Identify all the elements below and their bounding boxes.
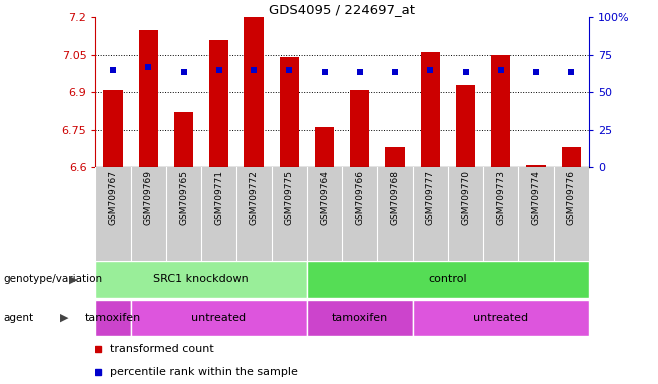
Text: GSM709765: GSM709765 — [179, 170, 188, 225]
Text: transformed count: transformed count — [111, 344, 214, 354]
Text: GSM709769: GSM709769 — [144, 170, 153, 225]
Text: untreated: untreated — [473, 313, 528, 323]
Text: GSM709764: GSM709764 — [320, 170, 329, 225]
Text: genotype/variation: genotype/variation — [3, 274, 103, 285]
Text: tamoxifen: tamoxifen — [85, 313, 141, 323]
Bar — [280, 57, 299, 167]
Bar — [420, 52, 440, 167]
Bar — [131, 300, 307, 336]
Bar — [413, 300, 589, 336]
Text: percentile rank within the sample: percentile rank within the sample — [111, 367, 298, 377]
Text: agent: agent — [3, 313, 34, 323]
Text: control: control — [428, 274, 467, 285]
Text: tamoxifen: tamoxifen — [332, 313, 388, 323]
Bar — [139, 30, 158, 167]
Text: GSM709767: GSM709767 — [109, 170, 118, 225]
Text: GSM709776: GSM709776 — [567, 170, 576, 225]
Text: GSM709773: GSM709773 — [496, 170, 505, 225]
Bar — [386, 147, 405, 167]
Text: GSM709771: GSM709771 — [215, 170, 223, 225]
Bar — [456, 84, 475, 167]
Bar — [209, 40, 228, 167]
Bar — [174, 112, 193, 167]
Text: GSM709775: GSM709775 — [285, 170, 293, 225]
Bar — [244, 17, 264, 167]
Bar — [95, 261, 307, 298]
Text: GSM709772: GSM709772 — [249, 170, 259, 225]
Text: GSM709774: GSM709774 — [532, 170, 540, 225]
Text: SRC1 knockdown: SRC1 knockdown — [153, 274, 249, 285]
Bar — [350, 89, 370, 167]
Bar — [491, 55, 511, 167]
Bar — [526, 164, 545, 167]
Bar — [95, 300, 131, 336]
Text: ▶: ▶ — [70, 274, 78, 285]
Text: untreated: untreated — [191, 313, 246, 323]
Text: GSM709770: GSM709770 — [461, 170, 470, 225]
Bar — [307, 300, 413, 336]
Text: GSM709777: GSM709777 — [426, 170, 435, 225]
Bar — [103, 89, 123, 167]
Bar — [315, 127, 334, 167]
Bar — [307, 261, 589, 298]
Bar — [561, 147, 581, 167]
Text: GSM709766: GSM709766 — [355, 170, 365, 225]
Text: GSM709768: GSM709768 — [391, 170, 399, 225]
Title: GDS4095 / 224697_at: GDS4095 / 224697_at — [269, 3, 415, 16]
Text: ▶: ▶ — [60, 313, 68, 323]
